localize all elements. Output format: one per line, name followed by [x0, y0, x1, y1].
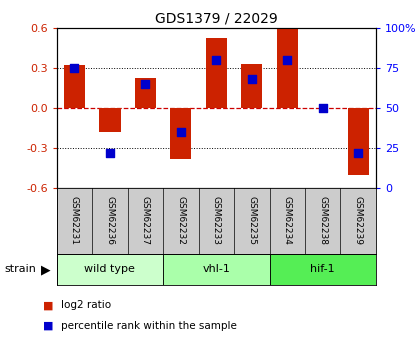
Bar — [347, 108, 369, 175]
Point — [178, 129, 184, 135]
Bar — [206, 38, 227, 108]
Text: GSM62232: GSM62232 — [176, 196, 185, 245]
Bar — [163, 254, 270, 285]
Bar — [241, 64, 262, 108]
Text: percentile rank within the sample: percentile rank within the sample — [61, 321, 237, 331]
Text: GSM62237: GSM62237 — [141, 196, 150, 245]
Bar — [135, 78, 156, 108]
Point — [355, 150, 362, 156]
Point — [71, 65, 78, 70]
Text: hif-1: hif-1 — [310, 265, 335, 274]
Text: GSM62235: GSM62235 — [247, 196, 256, 245]
Text: ▶: ▶ — [41, 263, 50, 276]
Text: GSM62236: GSM62236 — [105, 196, 114, 245]
Text: GSM62233: GSM62233 — [212, 196, 221, 245]
Bar — [99, 108, 121, 132]
Text: log2 ratio: log2 ratio — [61, 300, 111, 310]
Text: ■: ■ — [43, 300, 54, 310]
Text: strain: strain — [4, 265, 36, 274]
Bar — [270, 254, 376, 285]
Bar — [170, 108, 192, 159]
Point — [319, 105, 326, 110]
Title: GDS1379 / 22029: GDS1379 / 22029 — [155, 11, 278, 25]
Text: vhl-1: vhl-1 — [202, 265, 230, 274]
Bar — [57, 254, 163, 285]
Text: ■: ■ — [43, 321, 54, 331]
Text: GSM62234: GSM62234 — [283, 196, 292, 245]
Point — [107, 150, 113, 156]
Bar — [64, 65, 85, 108]
Point — [213, 57, 220, 62]
Text: wild type: wild type — [84, 265, 135, 274]
Text: GSM62238: GSM62238 — [318, 196, 327, 245]
Point — [248, 76, 255, 82]
Point — [142, 81, 149, 87]
Point — [284, 57, 291, 62]
Bar — [277, 28, 298, 108]
Text: GSM62231: GSM62231 — [70, 196, 79, 245]
Text: GSM62239: GSM62239 — [354, 196, 362, 245]
